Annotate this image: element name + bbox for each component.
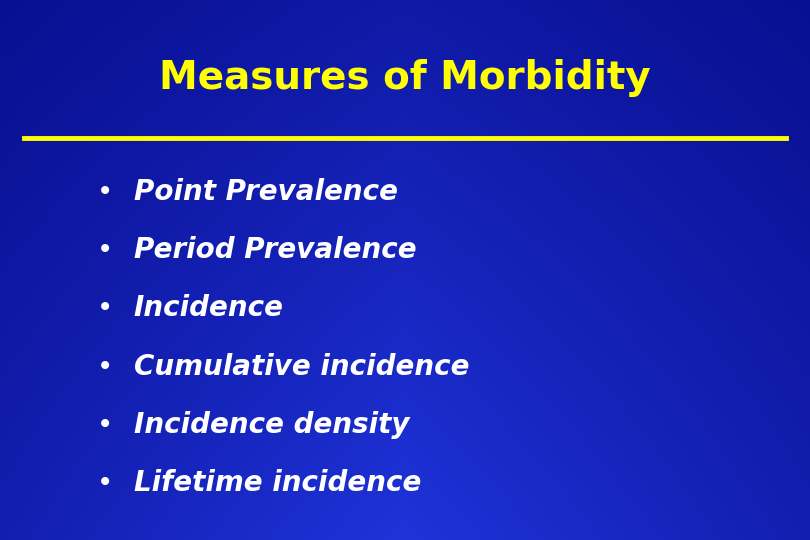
Text: Lifetime incidence: Lifetime incidence [134,469,421,497]
Text: •: • [97,236,113,264]
Text: Incidence density: Incidence density [134,411,409,439]
Text: Point Prevalence: Point Prevalence [134,178,398,206]
Text: •: • [97,411,113,439]
Text: •: • [97,469,113,497]
Text: •: • [97,178,113,206]
Text: •: • [97,353,113,381]
Text: Period Prevalence: Period Prevalence [134,236,416,264]
Text: Measures of Morbidity: Measures of Morbidity [159,59,651,97]
Text: Cumulative incidence: Cumulative incidence [134,353,469,381]
Text: Incidence: Incidence [134,294,284,322]
Text: •: • [97,294,113,322]
